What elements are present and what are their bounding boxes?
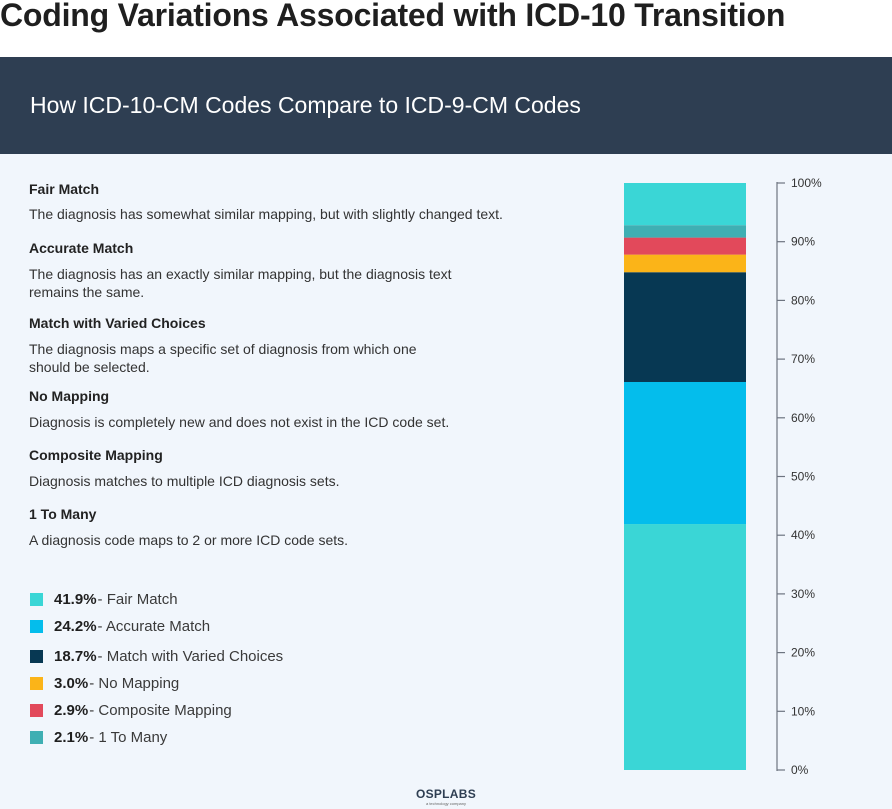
banner-title: How ICD-10-CM Codes Compare to ICD-9-CM … (30, 92, 581, 118)
bar-segment (624, 524, 746, 770)
y-tick-label: 80% (791, 293, 815, 307)
legend-percent: 24.2% (54, 617, 97, 635)
page-title: Coding Variations Associated with ICD-10… (0, 0, 786, 33)
bar-segment (624, 237, 746, 255)
logo-subtext: a technology company (425, 801, 467, 806)
legend-item: 2.9% - Composite Mapping (30, 700, 232, 720)
definition-text: The diagnosis has an exactly similar map… (29, 266, 452, 282)
definition-text: Diagnosis matches to multiple ICD diagno… (29, 473, 340, 489)
definition-title: No Mapping (29, 388, 110, 404)
legend-swatch (30, 676, 43, 690)
legend-label: - No Mapping (89, 674, 180, 692)
legend-label: - Match with Varied Choices (97, 647, 284, 665)
definition-text: should be selected. (29, 359, 150, 375)
legend-percent: 41.9% (54, 590, 97, 608)
definition-title: Match with Varied Choices (29, 315, 206, 331)
y-tick-label: 30% (791, 587, 815, 601)
y-tick-label: 20% (791, 646, 815, 660)
legend-percent: 2.9% (54, 701, 89, 719)
definition-text: The diagnosis has somewhat similar mappi… (29, 206, 503, 222)
stacked-bar-chart: 0% 10% 20% 30% 40% 50% 60% 70% 80% 90% 100% (624, 176, 822, 777)
legend-item: 3.0% - No Mapping (30, 673, 179, 693)
legend-item: 24.2% - Accurate Match (30, 616, 210, 636)
y-tick-label: 100% (791, 176, 822, 190)
definition-text: The diagnosis maps a specific set of dia… (29, 341, 417, 357)
definition-text: A diagnosis code maps to 2 or more ICD c… (29, 532, 349, 548)
bar-segment (624, 381, 746, 525)
legend-swatch (30, 619, 43, 633)
legend-percent: 3.0% (54, 674, 89, 692)
definition-text: Diagnosis is completely new and does not… (29, 414, 450, 430)
bar-segment (624, 272, 746, 382)
legend-item: 2.1% - 1 To Many (30, 727, 167, 747)
y-tick-label: 70% (791, 352, 815, 366)
definition-text: remains the same. (29, 284, 145, 300)
y-tick-label: 0% (791, 763, 809, 777)
bar-segment-remainder (624, 183, 746, 226)
y-tick-label: 60% (791, 411, 815, 425)
definition-title: Fair Match (29, 181, 100, 197)
y-tick-label: 90% (791, 235, 815, 249)
legend-percent: 18.7% (54, 647, 97, 665)
page-title-bar: Coding Variations Associated with ICD-10… (0, 0, 892, 57)
y-tick-label: 10% (791, 704, 815, 718)
banner: How ICD-10-CM Codes Compare to ICD-9-CM … (0, 57, 892, 154)
legend-label: - Accurate Match (97, 617, 211, 635)
bar-segment (624, 225, 746, 238)
legend-item: 18.7% - Match with Varied Choices (30, 646, 283, 666)
legend-swatch (30, 649, 43, 663)
legend-label: - 1 To Many (89, 728, 168, 746)
legend-swatch (30, 592, 43, 606)
bar-segment (624, 254, 746, 273)
definition-title: Composite Mapping (29, 447, 163, 463)
legend-item: 41.9% - Fair Match (30, 589, 178, 609)
osplabs-logo: OSPLABS a technology company (0, 785, 892, 806)
legend-swatch (30, 730, 43, 744)
legend-swatch (30, 703, 43, 717)
legend-label: - Fair Match (97, 590, 178, 608)
y-tick-label: 40% (791, 528, 815, 542)
y-tick-label: 50% (791, 470, 815, 484)
logo-text: OSPLABS (415, 787, 477, 801)
legend-percent: 2.1% (54, 728, 89, 746)
definition-title: 1 To Many (29, 506, 97, 522)
definition-title: Accurate Match (29, 240, 134, 256)
legend-label: - Composite Mapping (89, 701, 232, 719)
